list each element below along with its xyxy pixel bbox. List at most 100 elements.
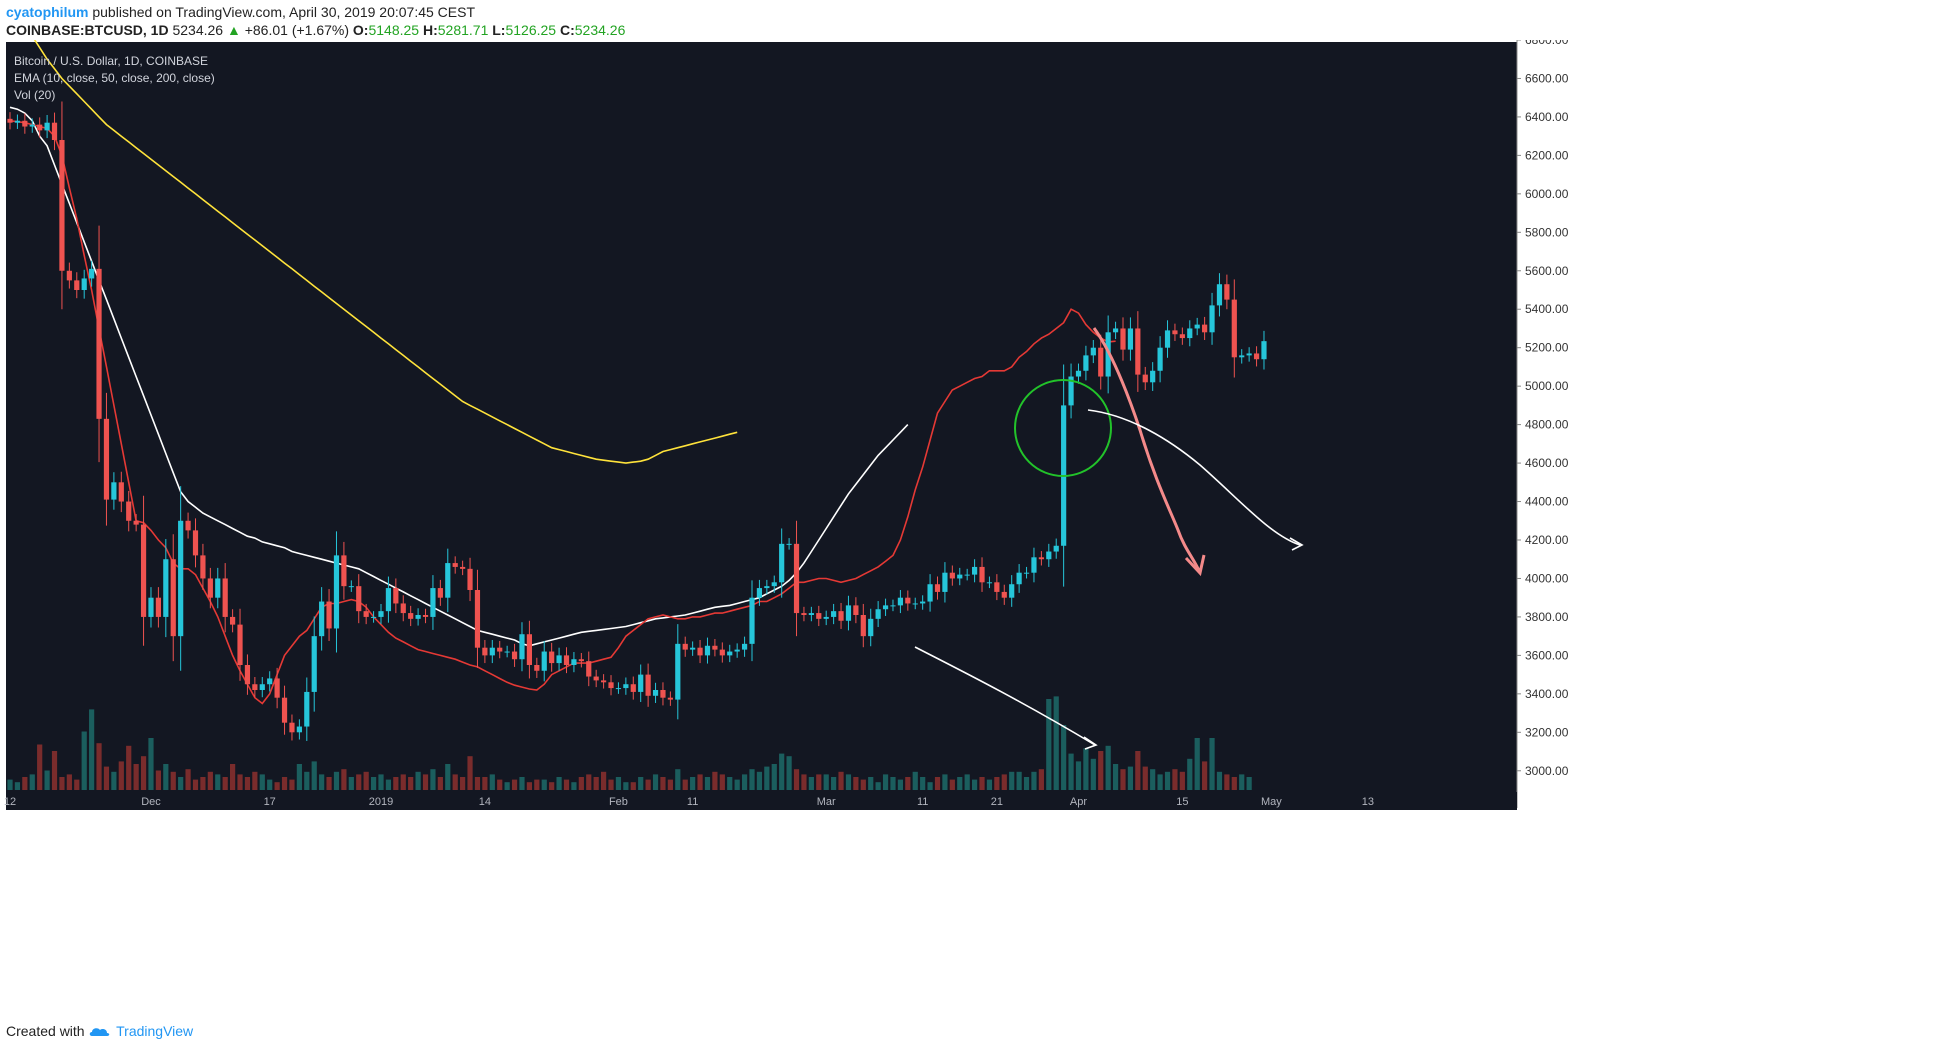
candle-body: [764, 586, 770, 589]
price-axis[interactable]: 6800.00 6600.00 6400.00 6200.00 6000.00 5800.…: [1516, 40, 1952, 808]
time-tick-label: Apr: [1070, 796, 1087, 808]
candle-body: [1246, 353, 1252, 356]
volume-bar: [779, 753, 785, 790]
chart-legend: Bitcoin / U.S. Dollar, 1D, COINBASE EMA …: [14, 54, 215, 102]
candle-body: [957, 574, 963, 579]
volume-bar: [534, 779, 540, 790]
candle-body: [118, 482, 124, 502]
up-arrow-icon: ▲: [226, 22, 241, 38]
candle-body: [905, 597, 911, 604]
volume-bar: [972, 779, 978, 790]
price-tick-label: 6200.00: [1525, 148, 1569, 162]
volume-bar: [385, 779, 392, 790]
volume-bar: [133, 764, 139, 790]
candle-body: [89, 268, 95, 279]
time-axis[interactable]: 12 Dec 17 2019 14 Feb 11 Mar 11 21 Apr 15 May 13: [4, 792, 1517, 810]
volume-bar: [230, 764, 236, 790]
candle-body: [1016, 572, 1022, 585]
candle-body: [964, 574, 970, 576]
volume-bar: [853, 777, 859, 790]
time-tick-label: 14: [479, 796, 491, 808]
ema-lines: [9, 40, 1116, 705]
candle-body: [1157, 347, 1163, 371]
ema-legend: EMA (10, close, 50, close, 200, close): [14, 71, 215, 85]
time-tick-label: 15: [1176, 796, 1188, 808]
candle-body: [734, 649, 740, 652]
volume-bar: [96, 743, 102, 790]
volume-bar: [1209, 738, 1215, 790]
volume-bar: [793, 769, 800, 790]
candle-body: [111, 482, 117, 500]
volume-bar: [14, 782, 21, 790]
volume-bar: [370, 777, 377, 790]
candle-body: [185, 520, 191, 531]
volume-bar: [838, 771, 844, 790]
volume-bar: [155, 770, 161, 790]
candle-body: [1098, 347, 1104, 377]
candle-body: [356, 586, 362, 612]
candle-body: [1179, 334, 1185, 339]
time-tick-label: 11: [917, 796, 928, 808]
volume-bar: [808, 777, 814, 790]
candle-body: [482, 647, 488, 656]
price-tick-label: 4200.00: [1525, 533, 1569, 547]
candle-body: [623, 684, 629, 689]
volume-bar: [786, 756, 792, 790]
candle-body: [37, 124, 43, 131]
candle-body: [1194, 324, 1200, 329]
price-chart[interactable]: 6800.00 6600.00 6400.00 6200.00 6000.00 5800.…: [0, 40, 1952, 1008]
candle-body: [630, 684, 636, 692]
candle-body: [652, 690, 659, 696]
volume-bar: [126, 745, 132, 790]
candle-body: [831, 611, 837, 617]
price-tick-label: 4000.00: [1525, 571, 1569, 585]
volume-bar: [74, 779, 80, 790]
candle-body: [1261, 341, 1267, 360]
volume-bar: [905, 777, 911, 790]
candle-body: [7, 118, 13, 123]
volume-bar: [89, 709, 95, 790]
candle-body: [29, 124, 35, 127]
volume-bar: [764, 766, 770, 790]
time-tick-label: 13: [1362, 796, 1374, 808]
candle-body: [934, 584, 941, 592]
candle-body: [44, 122, 50, 131]
volume-bar: [192, 779, 199, 790]
price-tick-label: 6000.00: [1525, 187, 1569, 201]
volume-bar: [81, 731, 87, 790]
candle-body: [682, 643, 688, 650]
candle-body: [1038, 557, 1044, 560]
candle-body: [793, 543, 800, 614]
candle-body: [222, 578, 228, 617]
volume-bar: [875, 782, 881, 790]
ohlc-line: COINBASE:BTCUSD, 1D 5234.26 ▲ +86.01 (+1…: [6, 21, 1906, 39]
candle-body: [474, 590, 481, 648]
volume-bar: [103, 766, 110, 790]
candle-body: [571, 659, 577, 665]
candle-body: [200, 555, 206, 579]
candle-body: [511, 651, 518, 660]
volume-bar: [215, 774, 221, 790]
candle-body: [467, 568, 473, 590]
volume-arrow-path: [914, 646, 1096, 746]
volume-bar: [1090, 758, 1096, 790]
last-price: 5234.26: [172, 22, 224, 38]
volume-bar: [682, 779, 688, 790]
candle-body: [593, 676, 599, 681]
candle-body: [126, 501, 132, 521]
author-link[interactable]: cyatophilum: [6, 4, 89, 20]
candle-body: [1075, 370, 1082, 377]
volume-bar: [445, 764, 451, 790]
volume-bar: [51, 751, 58, 790]
volume-bar: [949, 779, 955, 790]
volume-bar: [252, 771, 258, 790]
candle-body: [497, 647, 503, 652]
volume-bar: [1150, 769, 1156, 790]
candle-body: [133, 520, 139, 525]
tradingview-link[interactable]: TradingView: [116, 1023, 194, 1039]
volume-bar: [163, 764, 169, 790]
volume-bar: [289, 779, 295, 790]
volume-bar: [222, 777, 228, 790]
volume-bar: [882, 774, 889, 790]
ema200-line: [33, 40, 738, 464]
